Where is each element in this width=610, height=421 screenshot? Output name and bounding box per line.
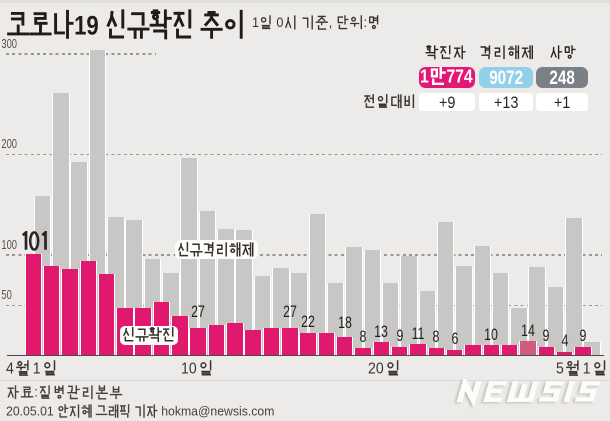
svg-text:10: 10 — [181, 360, 197, 377]
svg-text::: : — [34, 385, 38, 400]
svg-text:1: 1 — [33, 360, 41, 377]
svg-text::: : — [364, 15, 368, 30]
svg-text:20: 20 — [368, 360, 384, 377]
svg-text:5: 5 — [556, 360, 564, 377]
svg-text:774: 774 — [446, 67, 473, 86]
svg-text:hokma@newsis.com: hokma@newsis.com — [158, 404, 275, 418]
svg-text:1: 1 — [582, 360, 590, 377]
svg-text:19: 19 — [74, 12, 105, 41]
svg-text:0: 0 — [273, 15, 284, 30]
svg-text:,: , — [329, 15, 336, 30]
svg-text:4: 4 — [6, 360, 14, 377]
svg-text:1: 1 — [252, 15, 259, 30]
svg-text:1: 1 — [420, 67, 429, 86]
svg-text:20.05.01: 20.05.01 — [6, 404, 57, 418]
